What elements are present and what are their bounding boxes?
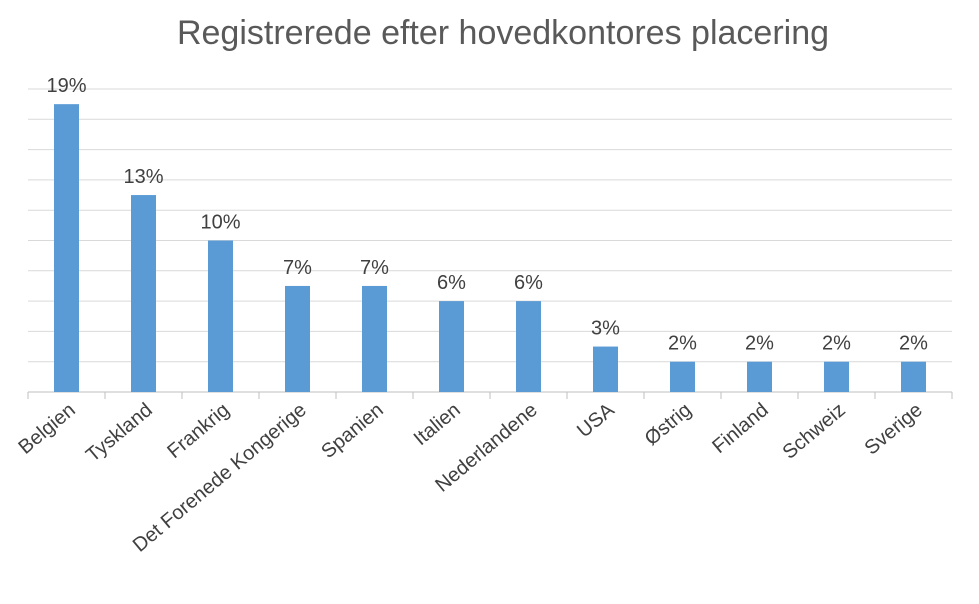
bar xyxy=(670,361,695,392)
value-label: 6% xyxy=(514,272,543,294)
x-tick-label: Belgien xyxy=(14,399,79,459)
bar xyxy=(747,361,772,392)
x-tick-label: Tyskland xyxy=(82,399,157,467)
bar xyxy=(131,195,156,392)
value-label: 2% xyxy=(668,333,697,355)
bar xyxy=(208,240,233,392)
x-tick-label: Sverige xyxy=(861,399,927,459)
x-tick-label: Italien xyxy=(410,399,465,450)
value-label: 10% xyxy=(200,212,240,234)
value-label: 2% xyxy=(899,333,928,355)
value-label: 2% xyxy=(745,333,774,355)
value-label: 19% xyxy=(46,75,86,97)
value-label: 2% xyxy=(822,333,851,355)
bar xyxy=(439,301,464,392)
bar xyxy=(285,285,310,392)
bar xyxy=(593,346,618,392)
x-tick-label: Schweiz xyxy=(779,399,850,464)
value-label: 7% xyxy=(283,257,312,279)
value-label: 6% xyxy=(437,272,466,294)
x-tick-label: Frankrig xyxy=(163,399,233,463)
x-tick-label: Finland xyxy=(708,399,772,458)
value-label: 13% xyxy=(123,166,163,188)
x-tick-label: USA xyxy=(573,399,619,443)
bar xyxy=(54,104,79,393)
bar xyxy=(362,285,387,392)
x-tick-label: Østrig xyxy=(641,399,696,450)
chart-title: Registrerede efter hovedkontores placeri… xyxy=(177,14,829,52)
value-label: 3% xyxy=(591,318,620,340)
x-tick-label: Spanien xyxy=(317,399,387,463)
bar xyxy=(824,361,849,392)
value-label: 7% xyxy=(360,257,389,279)
bar xyxy=(516,301,541,392)
bar xyxy=(901,361,926,392)
